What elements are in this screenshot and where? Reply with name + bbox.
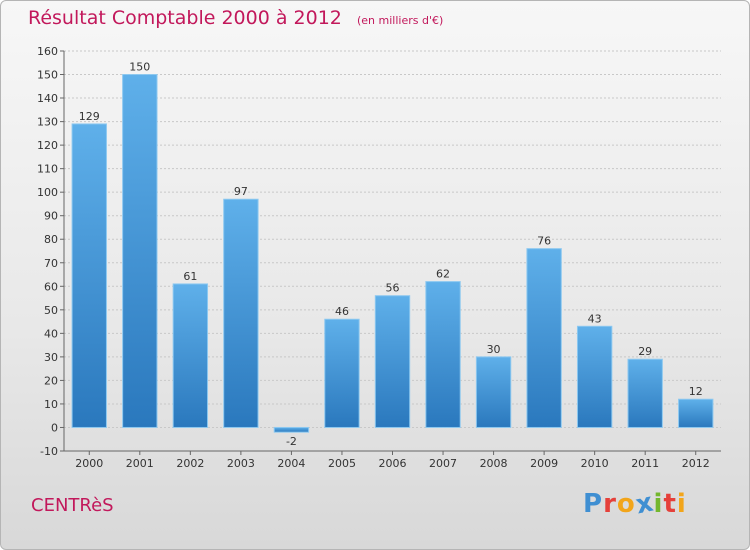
y-tick-label: -10 [40,445,58,458]
y-tick-label: 80 [44,233,58,246]
x-tick-label-2000: 2000 [75,457,103,470]
y-tick-label: 70 [44,257,58,270]
x-tick-label-2012: 2012 [682,457,710,470]
y-tick-label: 120 [37,139,58,152]
bar-2007 [425,281,461,428]
bar-2005 [324,318,360,428]
x-tick-label-2001: 2001 [126,457,154,470]
data-label-2012: 12 [689,385,703,398]
bar-2011 [627,358,663,428]
bar-2010 [576,325,613,428]
data-label-2000: 129 [79,110,100,123]
proxiti-logo: Proxiti [583,487,687,520]
data-label-2008: 30 [487,343,501,356]
y-tick-label: 90 [44,210,58,223]
data-label-2006: 56 [386,282,400,295]
logo-letter: o [616,489,636,519]
chart-subtitle: (en milliers d'€) [356,14,444,27]
x-tick-label-2010: 2010 [581,457,609,470]
y-tick-label: 160 [37,45,58,58]
bar-2001 [122,74,158,428]
y-tick-label: 60 [44,280,58,293]
bar-2006 [374,295,411,428]
data-label-2001: 150 [129,61,150,74]
data-label-2011: 29 [638,345,652,358]
x-tick-label-2005: 2005 [328,457,356,470]
bar-2004 [273,426,310,433]
x-tick-label-2009: 2009 [530,457,558,470]
y-tick-label: 30 [44,351,58,364]
bar-2009 [526,248,562,428]
x-tick-label-2002: 2002 [176,457,204,470]
bar-2008 [475,356,512,428]
y-tick-label: 150 [37,69,58,82]
x-tick-label-2003: 2003 [227,457,255,470]
logo-letter: i [676,489,687,519]
bar-2012 [678,398,714,428]
y-tick-label: 10 [44,398,58,411]
logo-letter: i [653,489,664,519]
logo-letter: t [663,489,677,519]
logo-letter: r [603,489,617,519]
y-tick-label: 40 [44,327,58,340]
bar-2003 [223,198,259,428]
data-label-2007: 62 [436,268,450,281]
chart-title: Résultat Comptable 2000 à 2012 [28,7,342,29]
y-tick-label: 130 [37,116,58,129]
data-label-2005: 46 [335,305,349,318]
commune-name: CENTRèS [31,495,114,516]
x-tick-label-2007: 2007 [429,457,457,470]
x-tick-label-2004: 2004 [277,457,305,470]
y-tick-label: 20 [44,374,58,387]
logo-letter: P [583,489,604,519]
title-row: Résultat Comptable 2000 à 2012 (en milli… [28,7,443,29]
data-label-2002: 61 [183,270,197,283]
x-tick-label-2011: 2011 [631,457,659,470]
bar-2002 [172,283,209,428]
data-label-2010: 43 [588,312,602,325]
data-label-2009: 76 [537,235,551,248]
y-tick-label: 0 [51,421,58,434]
bar-2000 [71,123,107,428]
data-label-2004: -2 [286,435,297,448]
y-tick-label: 50 [44,304,58,317]
x-tick-label-2006: 2006 [379,457,407,470]
y-tick-label: 140 [37,92,58,105]
data-label-2003: 97 [234,185,248,198]
x-tick-label-2008: 2008 [480,457,508,470]
y-tick-label: 100 [37,186,58,199]
y-tick-label: 110 [37,163,58,176]
